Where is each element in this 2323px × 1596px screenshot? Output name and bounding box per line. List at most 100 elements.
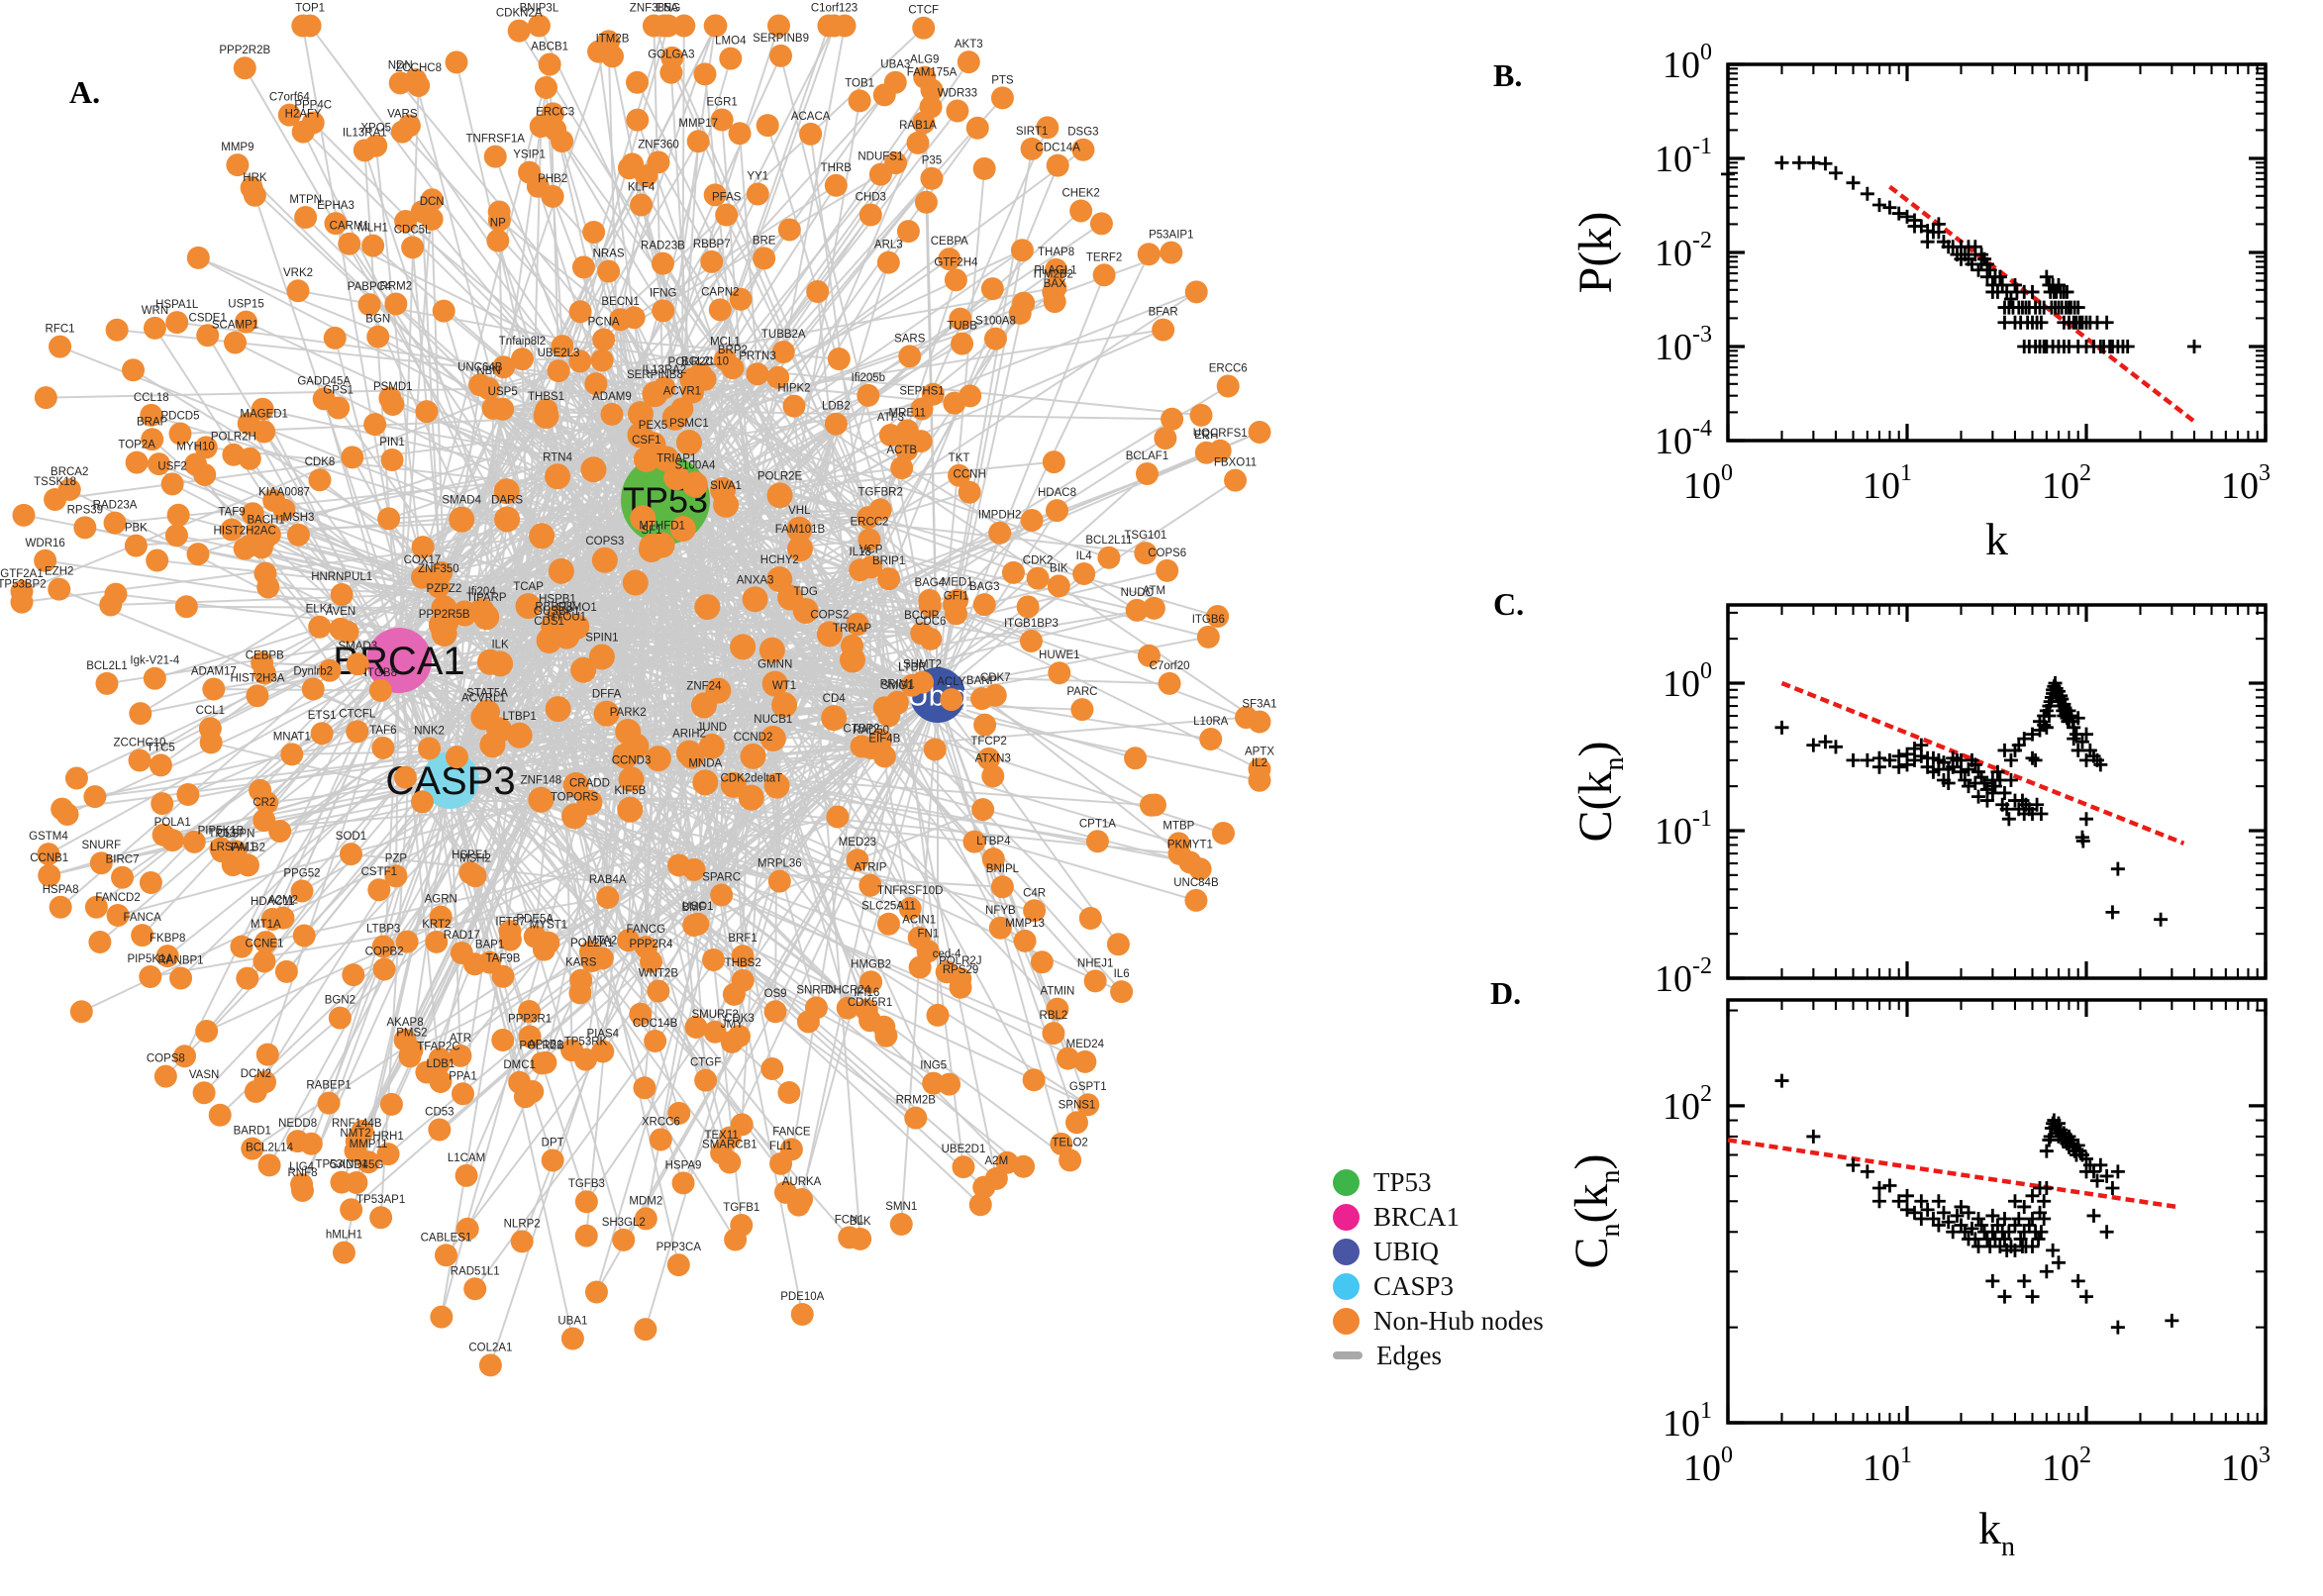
network-node[interactable] [510,348,534,371]
network-node[interactable] [435,1244,458,1267]
network-node[interactable] [738,784,764,811]
network-node[interactable] [535,76,558,100]
network-node[interactable] [73,516,97,540]
network-node[interactable] [545,696,571,723]
network-node[interactable] [493,478,520,505]
network-node[interactable] [647,979,670,1003]
network-node[interactable] [545,463,571,490]
network-node[interactable] [596,886,620,910]
network-node[interactable] [671,1171,695,1195]
network-node[interactable] [1045,499,1068,523]
network-node[interactable] [680,380,704,404]
network-node[interactable] [972,1175,996,1199]
network-node[interactable] [1013,929,1037,952]
network-node[interactable] [346,652,369,676]
network-node[interactable] [341,446,364,469]
network-node[interactable] [253,1070,277,1094]
network-node[interactable] [769,1151,793,1175]
network-node[interactable] [513,1085,537,1109]
network-node[interactable] [44,488,67,512]
network-node[interactable] [846,848,869,872]
network-node[interactable] [410,200,434,224]
network-node[interactable] [872,1015,896,1039]
network-node[interactable] [912,111,936,135]
network-node[interactable] [1137,243,1161,266]
network-node[interactable] [1001,560,1025,584]
network-node[interactable] [1057,1047,1080,1070]
network-node[interactable] [481,396,505,420]
network-node[interactable] [290,879,314,903]
network-node[interactable] [626,108,650,132]
network-node[interactable] [518,1025,542,1048]
network-node[interactable] [965,116,989,140]
network-node[interactable] [777,584,804,611]
network-node[interactable] [890,456,914,480]
network-node[interactable] [771,340,795,363]
network-node[interactable] [1137,644,1161,667]
network-node[interactable] [839,647,865,673]
network-node[interactable] [221,853,245,877]
network-node[interactable] [944,268,967,292]
network-node[interactable] [308,468,332,492]
network-node[interactable] [291,14,315,38]
network-node[interactable] [570,656,597,683]
network-node[interactable] [345,1170,368,1194]
network-node[interactable] [692,769,719,796]
network-node[interactable] [430,561,454,585]
network-node[interactable] [430,1305,454,1329]
network-node[interactable] [921,382,945,406]
network-node[interactable] [262,489,286,513]
network-node[interactable] [796,1010,820,1034]
network-node[interactable] [617,796,644,823]
network-node[interactable] [898,897,922,921]
network-node[interactable] [562,772,589,799]
network-node[interactable] [1020,508,1044,532]
network-node[interactable] [914,190,938,214]
network-node[interactable] [411,536,435,559]
network-node[interactable] [425,930,449,953]
network-node[interactable] [574,1190,598,1214]
network-node[interactable] [548,557,574,584]
network-node[interactable] [146,549,169,572]
network-node[interactable] [152,823,175,847]
network-node[interactable] [1188,857,1212,881]
network-node[interactable] [705,677,732,704]
network-node[interactable] [846,612,869,636]
network-node[interactable] [195,1020,219,1044]
network-node[interactable] [141,428,164,451]
network-node[interactable] [238,447,261,470]
network-node[interactable] [532,938,556,961]
network-node[interactable] [361,234,385,257]
network-node[interactable] [366,325,390,349]
network-node[interactable] [84,895,108,919]
network-node[interactable] [1097,546,1121,569]
network-node[interactable] [468,373,492,397]
network-node[interactable] [240,176,263,200]
network-node[interactable] [317,1091,341,1115]
network-node[interactable] [669,516,696,543]
network-node[interactable] [634,936,657,959]
network-node[interactable] [458,860,482,884]
network-node[interactable] [220,518,244,542]
network-node[interactable] [592,328,616,351]
network-node[interactable] [277,103,301,127]
network-node[interactable] [799,122,823,146]
network-node[interactable] [694,1068,718,1092]
network-node[interactable] [486,229,510,252]
network-node[interactable] [199,731,223,754]
network-node[interactable] [106,903,130,927]
network-node[interactable] [1125,598,1149,622]
network-node[interactable] [1064,1111,1088,1135]
network-node[interactable] [131,924,154,948]
network-node[interactable] [1020,137,1044,160]
network-node[interactable] [1248,420,1271,444]
network-node[interactable] [710,477,737,504]
network-node[interactable] [1026,566,1050,590]
network-node[interactable] [597,259,621,283]
network-node[interactable] [186,543,210,566]
network-node[interactable] [895,438,919,461]
network-node[interactable] [257,523,281,547]
network-node[interactable] [568,300,592,324]
network-node[interactable] [292,924,316,948]
network-node[interactable] [449,506,475,533]
